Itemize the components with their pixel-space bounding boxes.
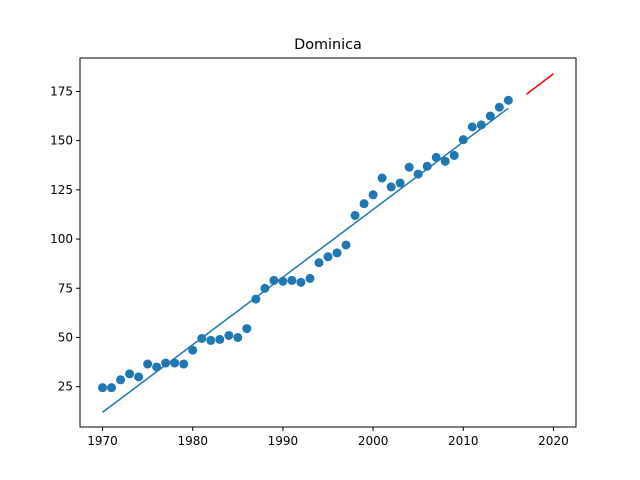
data-point [107, 383, 117, 393]
chart-title: Dominica [294, 37, 362, 53]
data-point [296, 277, 306, 287]
x-tick-label: 2020 [538, 434, 569, 448]
data-point [386, 182, 396, 192]
data-point [368, 190, 378, 200]
data-point [314, 258, 324, 268]
data-point [98, 383, 108, 393]
data-point [422, 161, 432, 171]
y-tick-label: 125 [50, 183, 73, 197]
axes-frame [79, 57, 577, 428]
data-point [305, 273, 315, 283]
data-point [404, 162, 414, 172]
data-point [134, 372, 144, 382]
x-tick-label: 1990 [268, 434, 299, 448]
y-tick-label: 150 [50, 134, 73, 148]
data-point [287, 275, 297, 285]
data-point [449, 150, 459, 160]
data-point [152, 362, 162, 372]
data-point [485, 111, 495, 121]
data-point [260, 283, 270, 293]
y-tick-label: 75 [58, 281, 73, 295]
data-point [179, 359, 189, 369]
forecast-line [525, 73, 554, 96]
trend-line [102, 107, 509, 413]
x-tick-label: 2010 [448, 434, 479, 448]
data-point [467, 122, 477, 132]
y-tick-label: 175 [50, 84, 73, 98]
data-point [269, 275, 279, 285]
y-tick-label: 25 [58, 380, 73, 394]
data-point [278, 276, 288, 286]
y-tick-label: 50 [58, 330, 73, 344]
data-point [161, 358, 171, 368]
data-point [431, 152, 441, 162]
axis-ticks: 1970 1980 1990 2000 2010 2020 25 50 75 100 125 150 1… [50, 84, 569, 448]
data-point [170, 358, 180, 368]
x-tick-label: 1970 [87, 434, 118, 448]
data-point [503, 95, 513, 105]
data-point [224, 330, 234, 340]
data-point [377, 173, 387, 183]
data-point [476, 120, 486, 130]
data-point [242, 324, 252, 334]
data-point [323, 252, 333, 262]
data-point [413, 169, 423, 179]
x-tick-label: 1980 [177, 434, 208, 448]
y-tick-label: 100 [50, 232, 73, 246]
data-point [440, 156, 450, 166]
data-point [233, 332, 243, 342]
data-point [197, 333, 207, 343]
data-point [332, 248, 342, 258]
data-point [359, 199, 369, 209]
data-point [395, 178, 405, 188]
data-point [215, 334, 225, 344]
data-point [143, 359, 153, 369]
data-point [458, 135, 468, 145]
data-point [251, 294, 261, 304]
data-point [341, 240, 351, 250]
data-point [350, 210, 360, 220]
data-point [494, 102, 504, 112]
data-point [188, 345, 198, 355]
data-marks [98, 73, 554, 413]
data-point [125, 369, 135, 379]
data-point [116, 375, 126, 385]
data-point [206, 335, 216, 345]
x-tick-label: 2000 [358, 434, 389, 448]
